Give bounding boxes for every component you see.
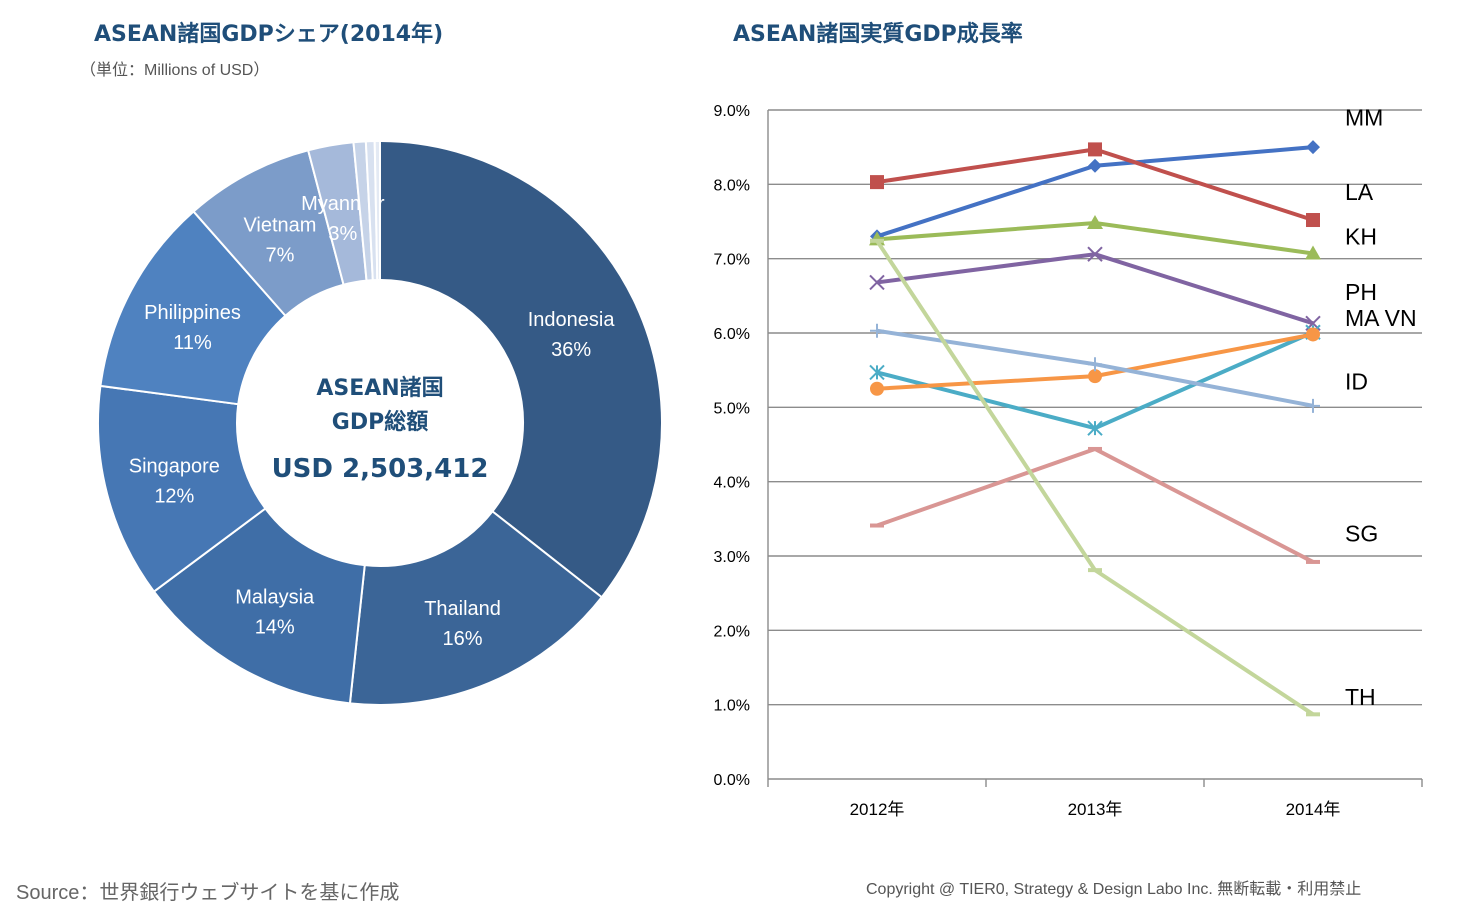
pie-slice-malaysia [152, 507, 366, 705]
pie-chart-unit-note: （単位：Millions of USD） [80, 62, 270, 79]
slice-label-malaysia: Malaysia [235, 587, 315, 609]
x-tick-label: 2013年 [1068, 800, 1123, 819]
y-tick-label: 1.0% [714, 698, 750, 715]
pie-slice-thailand [348, 509, 604, 706]
series-point-kh [1087, 214, 1103, 229]
gdp-share-donut-chart: Indonesia 36% Thailand 16% Malaysia 14% Singap… [97, 139, 663, 706]
slice-label-vietnam: Vietnam [243, 215, 316, 237]
source-note: Source：世界銀行ウェブサイトを基に作成 [16, 882, 400, 904]
series-point-mm [1306, 140, 1320, 155]
slice-label-singapore: Singapore [129, 455, 220, 477]
series-point-ma [869, 364, 885, 381]
series-end-label: LA [1345, 179, 1374, 205]
series-point-vn [1306, 327, 1320, 342]
slice-label-philippines: Philippines [144, 302, 241, 324]
series-point-id [870, 323, 884, 338]
series-end-label: MM [1345, 104, 1383, 130]
series-point-kh [1305, 245, 1321, 260]
series-end-label: KH [1345, 223, 1377, 249]
series-point-ph [869, 274, 885, 291]
series-end-label: PH [1345, 279, 1377, 305]
slice-pct-myanmar: 3% [328, 223, 357, 245]
donut-center-label-2: GDP総額 [332, 409, 428, 435]
slice-label-thailand: Thailand [424, 598, 501, 620]
series-point-mm [1088, 158, 1102, 173]
series-point-id [1306, 398, 1320, 413]
series-line-sg [876, 446, 1314, 564]
series-end-label: ID [1345, 368, 1368, 394]
x-tick-label: 2014年 [1286, 800, 1341, 819]
slice-pct-singapore: 12% [154, 485, 194, 507]
slice-label-indonesia: Indonesia [528, 309, 616, 331]
pie-chart-title: ASEAN諸国GDPシェア(2014年) [94, 22, 444, 47]
series-end-label: SG [1345, 521, 1378, 547]
series-point-vn [870, 381, 884, 396]
series-point-la [1306, 213, 1320, 228]
slice-pct-indonesia: 36% [551, 339, 591, 361]
series-point-vn [1088, 369, 1102, 384]
series-end-label: MA VN [1345, 305, 1417, 331]
y-tick-label: 6.0% [714, 326, 750, 343]
copyright-note: Copyright @ TIER0, Strategy & Design Lab… [866, 881, 1362, 898]
series-line-ph [876, 252, 1314, 326]
line-chart-title: ASEAN諸国実質GDP成長率 [733, 22, 1023, 47]
series-point-ma [1087, 420, 1103, 436]
y-tick-label: 0.0% [714, 772, 750, 789]
pie-slice-other-9 [373, 139, 381, 282]
series-point-ph [1087, 246, 1103, 262]
series-end-label: TH [1345, 684, 1376, 710]
y-tick-label: 5.0% [714, 400, 750, 417]
y-tick-label: 8.0% [714, 177, 750, 194]
y-tick-label: 4.0% [714, 475, 750, 492]
series-point-la [1088, 142, 1102, 157]
pie-slice-indonesia [379, 139, 663, 599]
series-line-th [875, 239, 1315, 716]
y-tick-label: 3.0% [714, 549, 750, 566]
slice-pct-thailand: 16% [443, 628, 483, 650]
y-tick-label: 7.0% [714, 252, 750, 269]
y-tick-label: 2.0% [714, 623, 750, 640]
slice-pct-malaysia: 14% [255, 617, 295, 639]
slice-pct-vietnam: 7% [266, 245, 295, 267]
donut-center-label-1: ASEAN諸国 [316, 375, 443, 401]
slice-pct-philippines: 11% [173, 332, 212, 354]
series-point-la [870, 175, 884, 190]
x-tick-label: 2012年 [850, 800, 905, 819]
y-tick-label: 9.0% [714, 103, 750, 120]
donut-center-total: USD 2,503,412 [272, 454, 489, 484]
series-point-id [1088, 357, 1102, 372]
